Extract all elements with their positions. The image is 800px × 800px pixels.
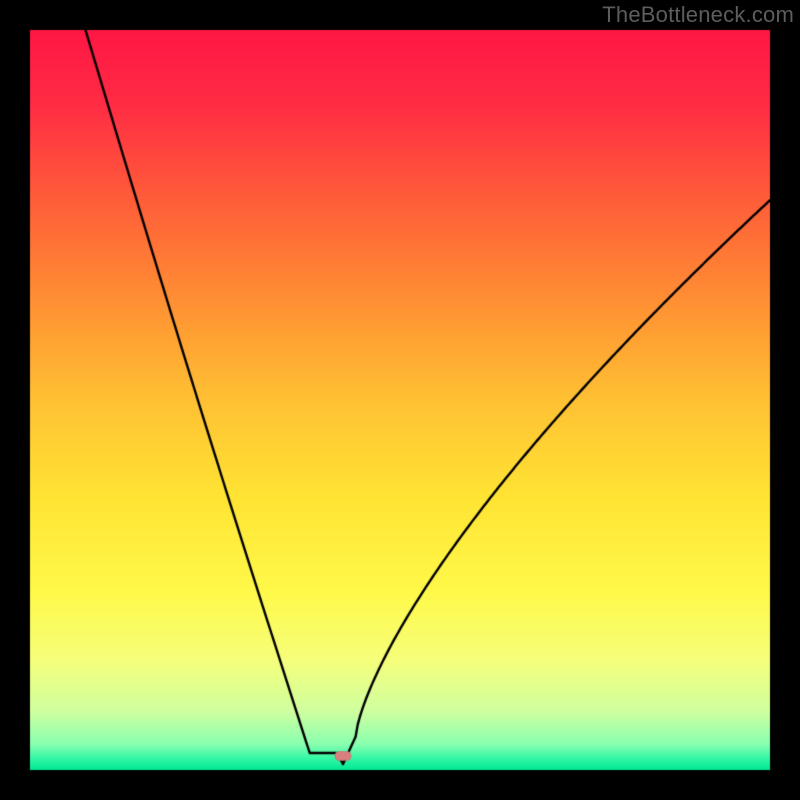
chart-container: TheBottleneck.com: [0, 0, 800, 800]
bottleneck-chart-canvas: [0, 0, 800, 800]
watermark-text: TheBottleneck.com: [602, 2, 794, 28]
